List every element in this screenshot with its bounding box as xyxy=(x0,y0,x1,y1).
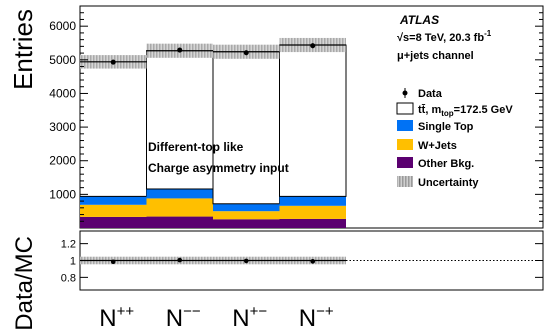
ratio-point-1 xyxy=(110,259,116,265)
legend-label-uncertainty: Uncertainty xyxy=(418,177,479,189)
legend-label-wjets: W+Jets xyxy=(418,140,457,152)
bar-tt-m-top-172-5-gev-1 xyxy=(79,61,147,197)
y-tick-label: 3000 xyxy=(49,120,76,134)
y-axis-ticks: 1000 2000 3000 4000 5000 6000 xyxy=(49,12,543,222)
legend-entry-other-bkg: Other Bkg. xyxy=(397,157,474,170)
main-panel: 1000 2000 3000 4000 5000 6000 Entries ATLAS √… xyxy=(8,5,544,229)
bar-other-bkg--1 xyxy=(80,216,147,228)
x-category-label-2: N−− xyxy=(166,303,201,332)
data-point-1 xyxy=(110,59,116,65)
y-axis-label: Entries xyxy=(8,9,38,90)
bar-tt-m-top-172-5-gev-3 xyxy=(212,51,280,205)
bar-single-top-2 xyxy=(146,188,213,199)
legend-entry-uncertainty: Uncertainty xyxy=(397,176,479,189)
ratio-point-2 xyxy=(177,257,183,263)
bar-tt-m-top-172-5-gev-4 xyxy=(279,44,347,197)
x-category-label-1: N++ xyxy=(99,303,134,332)
y-tick-label: 2000 xyxy=(49,154,76,168)
bar-other-bkg--4 xyxy=(279,218,346,228)
x-category-label-3: N+− xyxy=(232,303,267,332)
bar-w-jets-3 xyxy=(213,211,280,220)
bar-tt-m-top-172-5-gev-2 xyxy=(146,50,214,190)
annotation-line-1: Different-top like xyxy=(148,140,244,154)
bar-w-jets-1 xyxy=(80,204,147,217)
legend-entry-data: Data xyxy=(402,88,443,100)
bar-w-jets-4 xyxy=(279,205,346,219)
legend-entry-ttbar: tt̄, mtop=172.5 GeV xyxy=(396,102,513,118)
data-point-3 xyxy=(243,50,249,56)
y-tick-label: 5000 xyxy=(49,53,76,67)
y-tick-label: 6000 xyxy=(49,19,76,33)
annotation-line-2: Charge asymmetry input xyxy=(148,161,289,175)
data-points xyxy=(110,43,316,65)
data-point-2 xyxy=(177,47,183,53)
ratio-y-tick-label: 0.8 xyxy=(61,272,76,284)
bar-other-bkg--2 xyxy=(146,216,213,228)
legend-entry-single-top: Single Top xyxy=(397,120,474,133)
ratio-y-tick-label: 1 xyxy=(70,256,76,268)
ratio-points xyxy=(110,257,316,265)
ratio-panel: 0.8 1 1.2 Data/MC xyxy=(11,230,544,331)
channel-label: μ+jets channel xyxy=(397,50,474,62)
x-axis-category-labels: N++ N−− N+− N−+ xyxy=(99,303,334,332)
legend-label-single-top: Single Top xyxy=(418,121,474,133)
ratio-y-axis-label: Data/MC xyxy=(11,236,38,331)
legend: Data tt̄, mtop=172.5 GeV Single Top W+Je… xyxy=(396,88,513,189)
legend-label-ttbar: tt̄, mtop=172.5 GeV xyxy=(418,104,513,118)
energy-lumi-label: √s=8 TeV, 20.3 fb-1 xyxy=(397,29,492,44)
bar-single-top-4 xyxy=(279,196,346,206)
bar-single-top-3 xyxy=(213,203,280,212)
legend-label-data: Data xyxy=(418,88,443,100)
stacked-bars xyxy=(79,44,347,228)
y-tick-label: 1000 xyxy=(49,187,76,201)
ratio-point-4 xyxy=(310,259,316,264)
y-tick-label: 4000 xyxy=(49,86,76,100)
experiment-label: ATLAS xyxy=(399,13,439,27)
ratio-y-axis-ticks: 0.8 1 1.2 xyxy=(61,239,543,284)
data-point-4 xyxy=(310,43,316,49)
bar-w-jets-2 xyxy=(146,198,213,217)
bar-single-top-1 xyxy=(80,196,147,205)
x-category-label-4: N−+ xyxy=(299,303,334,332)
ratio-y-tick-label: 1.2 xyxy=(61,239,76,251)
ratio-point-3 xyxy=(243,258,249,264)
bar-other-bkg--3 xyxy=(213,219,280,228)
legend-label-other-bkg: Other Bkg. xyxy=(418,158,474,170)
legend-entry-wjets: W+Jets xyxy=(397,139,457,152)
